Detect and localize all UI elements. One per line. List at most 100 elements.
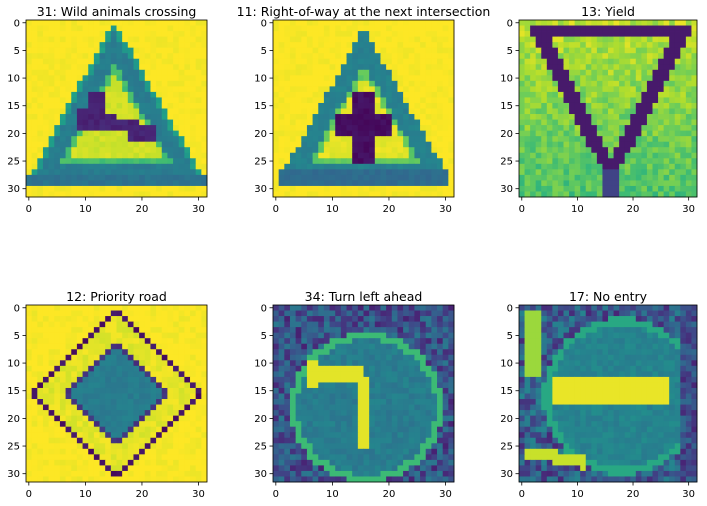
heatmap-cell	[144, 354, 151, 361]
heatmap-cell	[386, 180, 393, 187]
heatmap-cell	[312, 80, 319, 87]
heatmap-cell	[144, 349, 151, 356]
heatmap-cell	[535, 97, 542, 104]
heatmap-cell	[65, 432, 72, 439]
heatmap-cell	[284, 310, 291, 317]
heatmap-cell	[403, 141, 410, 148]
heatmap-cell	[26, 354, 33, 361]
heatmap-cell	[144, 130, 151, 137]
heatmap-cell	[546, 136, 553, 143]
heatmap-cell	[414, 185, 421, 192]
heatmap-cell	[105, 185, 112, 192]
heatmap-cell	[335, 349, 342, 356]
heatmap-cell	[82, 365, 89, 372]
heatmap-cell	[116, 365, 123, 372]
heatmap-cell	[273, 332, 280, 339]
heatmap-cell	[184, 147, 191, 154]
heatmap-cell	[133, 130, 140, 137]
heatmap-cell	[116, 64, 123, 71]
heatmap-cell	[37, 327, 44, 334]
heatmap-cell	[380, 410, 387, 417]
heatmap-cell	[133, 426, 140, 433]
heatmap-cell	[691, 102, 698, 109]
heatmap-cell	[691, 191, 698, 198]
heatmap-cell	[312, 421, 319, 428]
heatmap-cell	[403, 119, 410, 126]
heatmap-cell	[552, 25, 559, 32]
heatmap-cell	[295, 310, 302, 317]
heatmap-cell	[161, 75, 168, 82]
heatmap-cell	[65, 410, 72, 417]
heatmap-cell	[144, 316, 151, 322]
heatmap-cell	[425, 53, 432, 60]
heatmap-cell	[127, 114, 134, 120]
heatmap-cell	[144, 343, 151, 350]
heatmap-cell	[122, 443, 129, 450]
heatmap-cell	[122, 158, 129, 165]
heatmap-cell	[420, 64, 427, 71]
heatmap-cell	[201, 42, 208, 49]
heatmap-cell	[295, 376, 302, 383]
heatmap-cell	[569, 97, 576, 104]
heatmap-cell	[71, 25, 78, 32]
heatmap-cell	[591, 20, 598, 26]
heatmap-cell	[59, 415, 66, 422]
heatmap-cell	[178, 42, 185, 49]
heatmap-cell	[116, 163, 123, 170]
heatmap-cell	[318, 58, 325, 65]
heatmap-cell	[76, 376, 83, 383]
heatmap-cell	[31, 459, 38, 466]
heatmap-cell	[76, 354, 83, 361]
heatmap-cell	[357, 136, 364, 143]
heatmap-cell	[414, 47, 421, 54]
heatmap-cell	[442, 316, 449, 322]
heatmap-cell	[42, 382, 50, 389]
heatmap-cell	[674, 31, 681, 37]
heatmap-cell	[442, 332, 449, 339]
heatmap-cell	[580, 97, 587, 104]
heatmap-cell	[284, 141, 291, 148]
heatmap-cell	[674, 75, 681, 82]
heatmap-cell	[184, 97, 191, 104]
heatmap-cell	[289, 108, 297, 115]
heatmap-cell	[403, 42, 410, 49]
heatmap-cell	[71, 476, 78, 483]
heatmap-cell	[48, 305, 55, 311]
heatmap-cell	[127, 80, 134, 87]
heatmap-cell	[397, 354, 404, 361]
heatmap-cell	[448, 119, 455, 126]
heatmap-cell	[295, 343, 302, 350]
heatmap-cell	[82, 321, 89, 328]
heatmap-cell	[363, 86, 370, 93]
heatmap-cell	[408, 327, 415, 334]
heatmap-cell	[59, 316, 66, 322]
heatmap-cell	[420, 31, 427, 37]
heatmap-cell	[201, 136, 208, 143]
heatmap-cell	[289, 410, 297, 417]
heatmap-cell	[76, 321, 83, 328]
heatmap-cell	[530, 80, 537, 87]
heatmap-cell	[144, 174, 151, 181]
heatmap-cell	[161, 415, 168, 422]
heatmap-cell	[122, 42, 129, 49]
heatmap-cell	[414, 158, 421, 165]
heatmap-cell	[65, 163, 72, 170]
heatmap-cell	[391, 102, 398, 109]
heatmap-cell	[591, 130, 598, 137]
heatmap-cell	[397, 410, 404, 417]
heatmap-cell	[93, 136, 100, 143]
heatmap-cell	[295, 31, 302, 37]
heatmap-cell	[105, 310, 112, 317]
heatmap-cell	[602, 147, 609, 154]
heatmap-cell	[569, 58, 576, 65]
heatmap-cell	[591, 125, 598, 132]
heatmap-cell	[323, 169, 330, 176]
heatmap-cell	[352, 125, 359, 132]
heatmap-cell	[425, 130, 432, 137]
heatmap-cell	[59, 310, 66, 317]
heatmap-cell	[59, 130, 66, 137]
heatmap-cell	[122, 310, 129, 317]
heatmap-cell	[585, 69, 592, 76]
heatmap-cell	[144, 470, 151, 477]
heatmap-cell	[641, 86, 648, 93]
